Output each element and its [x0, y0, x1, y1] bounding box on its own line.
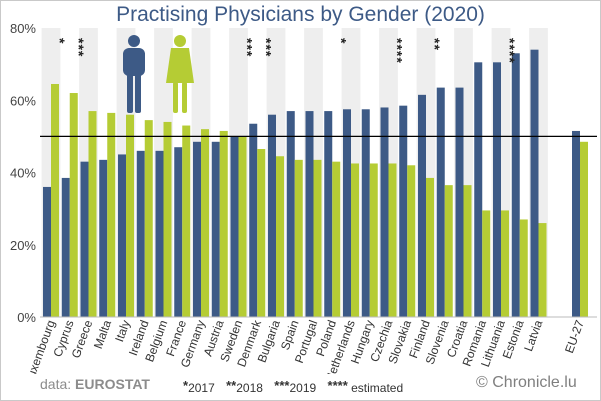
annotation-mark: **** — [502, 38, 518, 64]
bar-male — [230, 136, 239, 317]
bar-female — [69, 93, 78, 318]
bar-female — [388, 163, 397, 317]
credit: © Chronicle.lu — [476, 374, 577, 391]
bar-male — [136, 150, 145, 317]
note-estimated-mark: **** — [327, 378, 348, 393]
footnotes: *2017 **2018 ***2019 **** estimated — [183, 378, 403, 395]
bar-female — [88, 111, 97, 318]
bar-male — [530, 49, 539, 318]
bar-male — [99, 159, 108, 317]
note-2019: 2019 — [289, 381, 317, 395]
bar-female — [201, 129, 209, 317]
annotation-mark: **** — [390, 38, 406, 64]
bar-female — [238, 136, 247, 317]
annotation-mark: * — [52, 38, 68, 44]
bar-female — [519, 219, 528, 317]
annotation-mark: *** — [258, 38, 274, 57]
bar-male — [155, 150, 164, 317]
bar-male — [361, 109, 370, 317]
y-tick-label: 20% — [10, 238, 36, 253]
bar-male — [511, 53, 520, 317]
bar-female — [538, 223, 547, 317]
bar-female — [444, 185, 453, 317]
bar-female — [463, 185, 472, 317]
bar-female — [501, 210, 509, 317]
female-figure-icon — [166, 35, 194, 113]
bar-male — [343, 109, 351, 317]
bar-male — [418, 94, 426, 317]
bar-female — [313, 159, 322, 317]
bar-male — [493, 62, 501, 317]
y-tick-label: 80% — [10, 21, 36, 36]
bar-female — [332, 161, 341, 317]
chart-title: Practising Physicians by Gender (2020) — [116, 3, 485, 26]
note-2018: 2018 — [236, 381, 263, 395]
bar-male — [572, 130, 580, 317]
note-2017-mark: * — [183, 378, 189, 393]
note-2018-mark: ** — [226, 378, 237, 393]
annotation-mark: ** — [427, 38, 443, 51]
source-prefix: data: — [40, 376, 76, 392]
y-tick-label: 40% — [10, 166, 36, 181]
bar-male — [61, 177, 70, 317]
bar-female — [580, 141, 588, 317]
bar-male — [380, 107, 389, 317]
bar-female — [144, 120, 153, 318]
male-figure-icon — [123, 35, 145, 113]
bar-female — [126, 114, 134, 317]
bar-male — [174, 147, 183, 317]
bar-male — [436, 87, 445, 317]
bar-male — [455, 87, 464, 317]
bar-female — [51, 83, 59, 318]
bar-male — [193, 141, 201, 317]
bar-male — [324, 111, 333, 318]
bar-female — [163, 121, 172, 317]
y-tick-label: 0% — [17, 310, 36, 325]
bar-female — [257, 149, 266, 317]
note-estimated: estimated — [347, 381, 404, 395]
bar-male — [80, 161, 89, 317]
bar-male — [211, 141, 220, 317]
bar-female — [276, 156, 284, 317]
bar-female — [294, 159, 303, 317]
bar-male — [118, 154, 126, 317]
bar-male — [268, 114, 276, 317]
y-tick-label: 60% — [10, 93, 36, 108]
annotation-mark: *** — [240, 38, 256, 57]
bar-male — [286, 111, 295, 318]
bar-female — [351, 163, 359, 317]
bar-female — [407, 165, 416, 317]
bar-female — [369, 163, 378, 317]
x-tick-label: EU-27 — [562, 318, 587, 355]
bar-male — [474, 62, 483, 317]
footer: data: EUROSTAT *2017 **2018 ***2019 ****… — [0, 374, 601, 398]
data-source: data: EUROSTAT — [40, 376, 150, 392]
bar-male — [305, 111, 314, 318]
bar-chart: 0%20%40%60%80% LuxembourgCyprusGreeceMal… — [10, 21, 597, 374]
note-2017: 2017 — [188, 381, 215, 395]
bar-female — [219, 130, 228, 317]
bar-female — [107, 112, 116, 317]
annotation-mark: *** — [71, 38, 87, 57]
bar-female — [426, 177, 434, 317]
bar-male — [249, 123, 258, 317]
annotation-mark: * — [333, 38, 349, 44]
bar-female — [482, 210, 491, 317]
note-2019-mark: *** — [274, 378, 290, 393]
bar-female — [182, 125, 191, 317]
source-name: EUROSTAT — [75, 376, 150, 392]
bar-male — [43, 186, 51, 317]
bar-male — [399, 105, 408, 317]
